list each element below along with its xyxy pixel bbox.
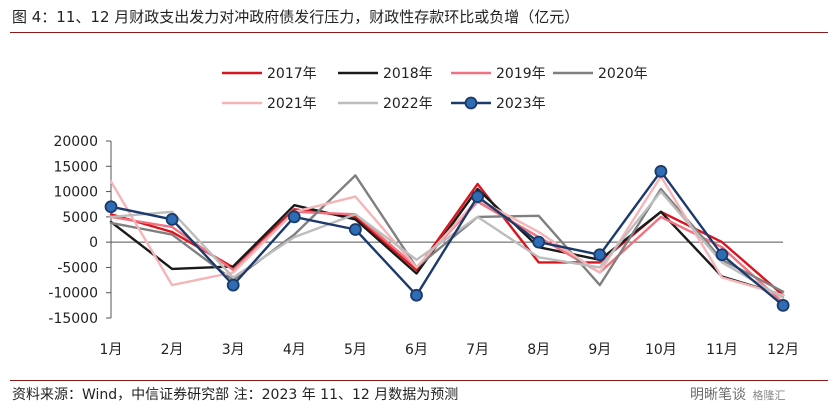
- y-tick-label: 5000: [62, 210, 98, 226]
- x-tick-label: 5月: [344, 342, 367, 358]
- y-tick-label: 0: [89, 235, 98, 251]
- x-tick-label: 2月: [161, 342, 184, 358]
- y-tick-label: 15000: [53, 159, 98, 175]
- y-tick-label: -10000: [48, 286, 98, 302]
- legend-label: 2018年: [383, 66, 433, 82]
- y-tick-label: 20000: [53, 134, 98, 150]
- series-line: [109, 190, 785, 299]
- watermark: 明晰笔谈 格隆汇: [690, 384, 785, 404]
- watermark-sub: 格隆汇: [752, 389, 786, 402]
- series-lines: [109, 170, 785, 307]
- x-tick-label: 7月: [466, 342, 489, 358]
- x-tick-label: 9月: [588, 342, 611, 358]
- legend-label: 2020年: [598, 66, 648, 82]
- data-point: [165, 212, 179, 226]
- data-point: [471, 190, 485, 204]
- data-point: [532, 235, 546, 249]
- x-tick-label: 11月: [706, 342, 738, 358]
- data-point: [287, 210, 301, 224]
- legend-label: 2022年: [383, 96, 433, 112]
- series-line: [109, 170, 785, 307]
- y-tick-label: -5000: [57, 260, 98, 276]
- x-tick-label: 1月: [100, 342, 123, 358]
- x-tick-label: 10月: [645, 342, 677, 358]
- data-point: [776, 298, 790, 312]
- legend-item: 2017年: [222, 66, 317, 82]
- data-point: [226, 278, 240, 292]
- footer-rule: [10, 380, 828, 381]
- legend-item: 2021年: [222, 96, 317, 112]
- watermark-main: 明晰笔谈: [690, 387, 746, 403]
- x-tick-label: 4月: [283, 342, 306, 358]
- legend-label: 2023年: [496, 96, 546, 112]
- figure-title: 图 4：11、12 月财政支出发力对冲政府债发行压力，财政性存款环比或负增（亿元…: [12, 8, 580, 26]
- legend-label: 2017年: [267, 66, 317, 82]
- y-tick-label: -15000: [48, 311, 98, 327]
- x-tick-label: 6月: [405, 342, 428, 358]
- legend-item: 2019年: [451, 66, 546, 82]
- legend-label: 2021年: [267, 96, 317, 112]
- legend-label: 2019年: [496, 66, 546, 82]
- title-rule: [10, 32, 828, 33]
- data-point: [104, 200, 118, 214]
- data-point: [410, 288, 423, 302]
- data-point: [348, 223, 362, 236]
- data-point: [715, 248, 729, 262]
- x-tick-label: 3月: [222, 342, 245, 358]
- legend-item: 2020年: [553, 66, 648, 82]
- legend-item: 2018年: [338, 66, 433, 82]
- source-note: 资料来源：Wind，中信证券研究部 注：2023 年 11、12 月数据为预测: [12, 387, 459, 403]
- legend-item: 2022年: [338, 96, 433, 112]
- x-tick-label: 12月: [767, 342, 799, 358]
- legend-marker: [464, 96, 478, 110]
- y-tick-label: 10000: [53, 185, 98, 201]
- legend-item: 2023年: [451, 96, 546, 112]
- line-chart: 2017年 2018年 2019年 2020年 2021年 2022年 2023年 2000…: [48, 66, 799, 358]
- series-markers: [104, 164, 790, 312]
- data-point: [593, 248, 607, 262]
- chart-legend: 2017年 2018年 2019年 2020年 2021年 2022年 2023年: [222, 66, 648, 112]
- data-point: [654, 164, 668, 178]
- x-tick-label: 8月: [527, 342, 550, 358]
